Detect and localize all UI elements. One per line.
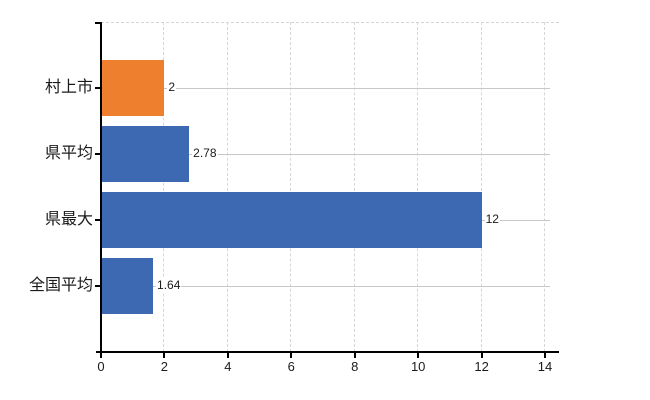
y-axis-top-cap [95, 22, 101, 24]
gridline-vertical [417, 22, 419, 352]
y-axis [100, 22, 102, 353]
gridline-vertical [163, 22, 165, 352]
x-axis-tick-mark [226, 353, 229, 358]
bar-value-label: 2.78 [192, 145, 218, 161]
gridline-vertical [544, 22, 546, 352]
x-axis [96, 351, 559, 353]
gridline-vertical [226, 22, 228, 352]
y-axis-tick-mark [95, 153, 101, 155]
x-axis-tick-mark [100, 353, 102, 358]
bar-value-label: 2 [167, 79, 177, 95]
gridline-vertical [353, 22, 355, 352]
x-axis-tick-label: 12 [474, 359, 489, 374]
gridline-vertical [480, 22, 482, 352]
x-axis-tick-label: 10 [410, 359, 426, 374]
category-label: 県平均 [44, 145, 93, 162]
bar [101, 126, 190, 182]
x-axis-tick-label: 2 [160, 359, 169, 374]
x-axis-tick-label: 6 [287, 359, 295, 374]
x-axis-tick-label: 4 [224, 359, 232, 374]
x-axis-tick-mark [480, 353, 483, 358]
x-axis-tick-mark [163, 353, 166, 358]
category-label: 県最大 [44, 211, 93, 228]
category-label: 全国平均 [28, 277, 93, 294]
x-axis-tick-label: 8 [351, 359, 359, 374]
y-axis-tick-mark [95, 285, 101, 287]
gridline-vertical [290, 22, 292, 352]
gridline-horizontal [101, 87, 550, 89]
x-axis-tick-mark [544, 353, 547, 358]
x-axis-tick-label: 14 [537, 359, 553, 374]
x-axis-tick-mark [290, 353, 293, 358]
category-label: 村上市 [44, 79, 93, 96]
plot-area: 2 2.78 12 1.64 [101, 22, 559, 352]
x-axis-tick-mark [353, 353, 356, 358]
y-axis-tick-mark [95, 219, 101, 221]
gridline-horizontal [101, 285, 550, 287]
x-axis-tick-mark [417, 353, 420, 358]
bar-value-label: 12 [484, 211, 500, 227]
bar-value-label: 1.64 [156, 277, 182, 293]
bar [101, 60, 165, 116]
plot-top-border [101, 22, 559, 23]
bar [101, 258, 154, 314]
gridline-horizontal [101, 153, 550, 155]
y-axis-tick-mark [95, 87, 101, 89]
x-axis-tick-label: 0 [97, 359, 105, 374]
bar [101, 192, 482, 248]
